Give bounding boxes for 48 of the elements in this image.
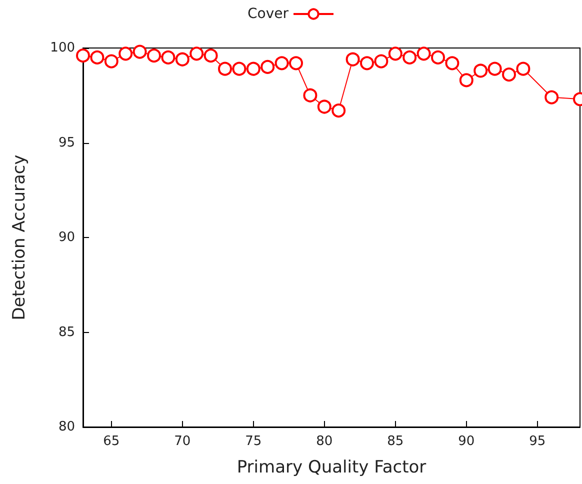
point xyxy=(175,52,190,66)
point xyxy=(104,54,118,68)
point xyxy=(488,62,502,76)
point xyxy=(431,50,445,64)
point xyxy=(346,52,360,66)
point xyxy=(459,73,474,88)
point xyxy=(374,54,388,68)
y-axis-title: Detection Accuracy xyxy=(10,154,30,320)
point xyxy=(190,46,204,61)
y-tick-label: 90 xyxy=(58,230,75,245)
point xyxy=(445,56,460,70)
point xyxy=(132,44,147,59)
point xyxy=(516,62,530,76)
point xyxy=(246,62,260,76)
point xyxy=(544,90,559,104)
point xyxy=(218,62,232,76)
point xyxy=(161,50,176,64)
point xyxy=(474,64,488,78)
point xyxy=(147,48,161,63)
point xyxy=(232,62,246,76)
y-tick-label: 100 xyxy=(50,40,75,56)
point xyxy=(360,56,374,70)
point xyxy=(260,60,275,74)
point xyxy=(502,68,516,82)
point xyxy=(204,48,218,63)
point xyxy=(118,46,133,61)
point xyxy=(317,100,332,114)
point xyxy=(332,104,346,118)
y-tick-label: 80 xyxy=(58,420,75,434)
x-tick-label: 95 xyxy=(529,434,546,449)
x-tick-label: 65 xyxy=(103,434,120,449)
y-tick-label: 95 xyxy=(58,135,75,150)
point xyxy=(76,48,90,63)
legend-label: Cover xyxy=(248,6,289,22)
x-tick-label: 90 xyxy=(458,434,475,449)
x-tick-label: 80 xyxy=(316,434,333,449)
x-tick-label: 75 xyxy=(245,434,262,449)
x-tick-label: 70 xyxy=(174,434,191,449)
x-tick-label: 85 xyxy=(387,434,404,449)
point xyxy=(289,56,303,70)
point xyxy=(90,50,104,64)
point xyxy=(402,50,417,64)
point xyxy=(388,46,402,61)
point xyxy=(303,88,318,102)
x-axis-title: Primary Quality Factor xyxy=(236,458,426,478)
point xyxy=(274,56,289,70)
point xyxy=(416,46,431,61)
y-tick-label: 85 xyxy=(58,324,75,340)
